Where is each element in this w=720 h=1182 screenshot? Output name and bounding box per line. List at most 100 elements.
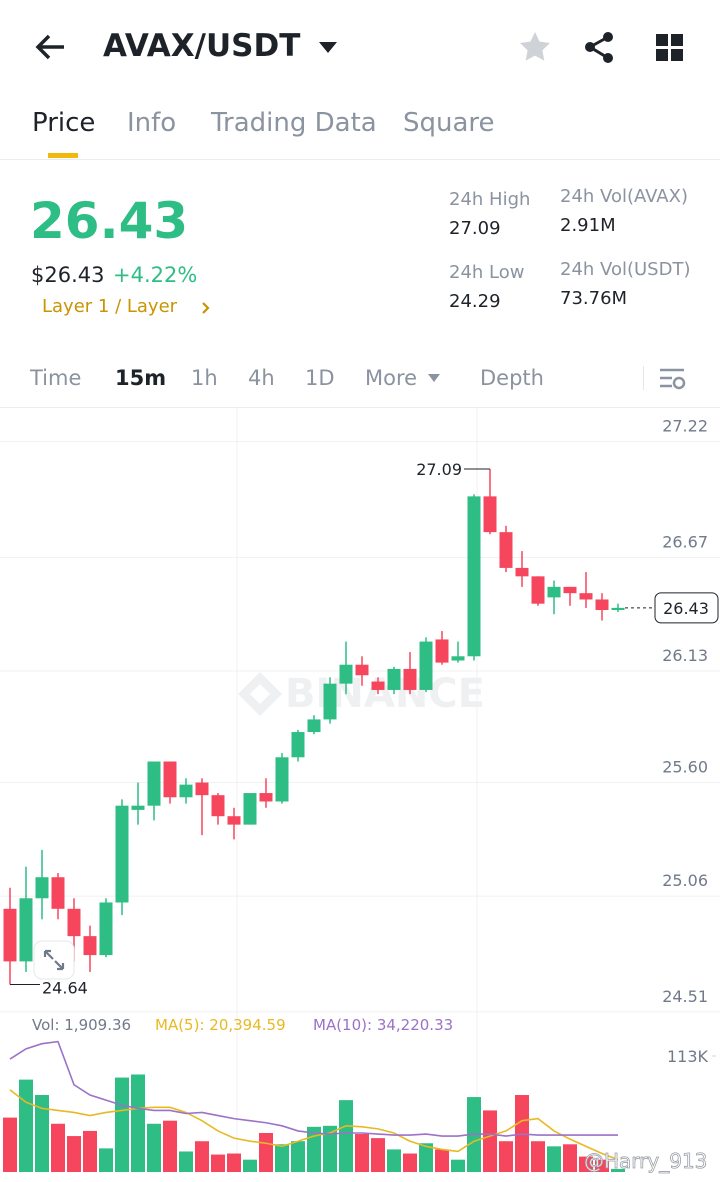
volume-legend: MA(5): 20,394.59 <box>155 1016 286 1034</box>
interval-more[interactable]: More <box>365 366 418 390</box>
y-tick-label: 26.13 <box>662 646 708 665</box>
volume-bar <box>531 1141 545 1172</box>
separator <box>643 366 644 390</box>
more-caret <box>428 374 440 382</box>
volume-bar <box>355 1134 369 1172</box>
stat-label: 24h High <box>449 189 531 210</box>
candle-body <box>371 681 385 690</box>
candle-body <box>339 664 353 684</box>
candle-body <box>19 898 33 962</box>
candle-body <box>243 793 257 825</box>
candle-body <box>547 586 561 598</box>
volume-bar <box>259 1132 273 1172</box>
candle-body <box>35 877 49 899</box>
credit-watermark: @Harry_913 <box>584 1149 707 1173</box>
tab[interactable]: Info <box>127 108 177 138</box>
stat-value: 73.76M <box>560 288 628 309</box>
low-marker-label: 24.64 <box>42 979 88 998</box>
tab-indicator <box>48 153 78 158</box>
candle-body <box>291 732 305 758</box>
volume-bar <box>179 1151 193 1172</box>
volume-bar <box>499 1141 513 1172</box>
interval[interactable]: 1D <box>305 366 335 390</box>
volume-tick-label: 113K <box>667 1047 709 1066</box>
candle-body <box>419 641 433 690</box>
volume-bar <box>83 1130 97 1172</box>
candle-body <box>611 607 625 610</box>
layout-button[interactable] <box>656 34 684 62</box>
tag-chevron <box>202 302 210 314</box>
candle-body <box>467 496 481 657</box>
tab[interactable]: Square <box>403 108 495 138</box>
candle-body <box>51 877 65 909</box>
volume-bar <box>451 1159 465 1172</box>
volume-bar <box>131 1074 145 1172</box>
candle-body <box>307 719 321 733</box>
volume-bar <box>579 1156 593 1172</box>
volume-bar <box>307 1126 321 1172</box>
high-marker-label: 27.09 <box>416 460 462 479</box>
interval[interactable]: Time <box>30 366 82 390</box>
tab-active[interactable]: Price <box>32 108 96 138</box>
candle-body <box>515 567 529 577</box>
candle-body <box>147 761 161 806</box>
volume-bar <box>547 1146 561 1172</box>
volume-bar <box>563 1144 577 1172</box>
candle-body <box>323 683 337 720</box>
volume-bar <box>243 1159 257 1172</box>
candle-body <box>563 586 577 594</box>
volume-legend: Vol: 1,909.36 <box>32 1016 131 1034</box>
volume-bar <box>163 1120 177 1172</box>
last-price: 26.43 <box>30 192 189 250</box>
back-button[interactable] <box>34 33 68 61</box>
candle-body <box>131 805 145 810</box>
y-tick-label: 26.67 <box>662 532 708 551</box>
candle-body <box>531 576 545 604</box>
pair-title[interactable]: AVAX/USDT <box>103 28 301 64</box>
candle-body <box>211 795 225 817</box>
candle-body <box>115 805 129 903</box>
volume-bar <box>99 1148 113 1172</box>
candle-body <box>3 908 17 962</box>
candle-body <box>403 668 417 690</box>
interval-active[interactable]: 15m <box>115 366 167 390</box>
tab[interactable]: Trading Data <box>211 108 377 138</box>
usd-price: $26.43 <box>31 263 105 287</box>
stat-label: 24h Vol(AVAX) <box>560 186 688 207</box>
y-tick-label: 25.60 <box>662 758 708 777</box>
watermark-logo <box>238 672 282 716</box>
volume-bar <box>275 1144 289 1172</box>
y-tick-label: 24.51 <box>662 987 708 1006</box>
volume-bar <box>403 1153 417 1172</box>
price-change: +4.22% <box>113 263 198 287</box>
interval[interactable]: 4h <box>248 366 275 390</box>
stat-value: 27.09 <box>449 218 501 239</box>
chart-settings[interactable] <box>659 367 687 391</box>
volume-bar <box>67 1136 81 1172</box>
candle-body <box>99 902 113 956</box>
candle-body <box>579 593 593 600</box>
divider <box>0 407 720 408</box>
volume-bar <box>323 1125 337 1172</box>
candle-body <box>275 757 289 802</box>
category-tag[interactable]: Layer 1 / Layer <box>42 296 178 317</box>
share-button[interactable] <box>583 31 617 65</box>
last-price-label: 26.43 <box>663 599 709 618</box>
candle-body <box>387 668 401 690</box>
volume-bar <box>339 1100 353 1172</box>
candle-body <box>83 936 97 956</box>
stat-label: 24h Vol(USDT) <box>560 259 691 280</box>
pair-dropdown[interactable] <box>318 40 338 54</box>
candle-body <box>227 816 241 825</box>
candle-body <box>483 496 497 533</box>
volume-bar <box>611 1168 625 1172</box>
interval[interactable]: 1h <box>191 366 218 390</box>
interval-depth[interactable]: Depth <box>480 366 544 390</box>
favorite-star[interactable] <box>518 30 552 64</box>
candle-body <box>195 782 209 796</box>
expand-button[interactable] <box>33 940 75 980</box>
volume-bar <box>3 1117 17 1172</box>
stat-value: 2.91M <box>560 215 616 236</box>
